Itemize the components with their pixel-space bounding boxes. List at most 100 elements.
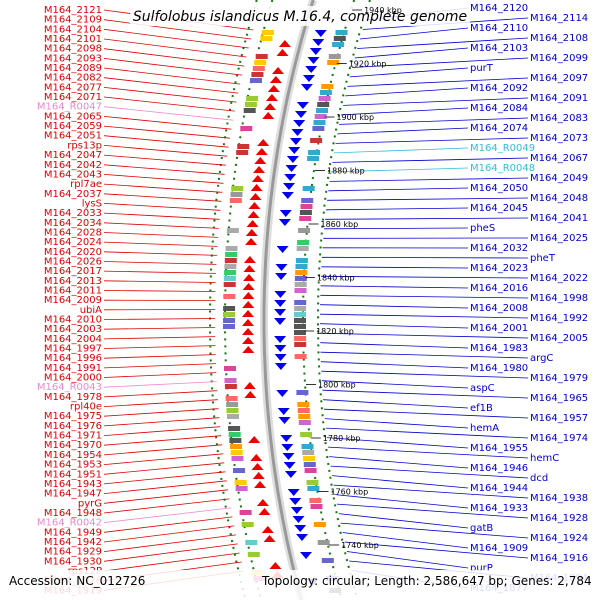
label-leader-line bbox=[103, 48, 245, 67]
forward-strand-gene-arrow bbox=[294, 525, 307, 532]
gene-label-left: M164_1953 bbox=[44, 460, 102, 471]
genome-summary-text: Topology: circular; Length: 2,586,647 bp… bbox=[262, 574, 592, 588]
gene-label-left: M164_R0047 bbox=[37, 102, 102, 113]
forward-strand-gene-arrow bbox=[296, 102, 309, 109]
feature-block bbox=[237, 144, 250, 149]
reverse-strand-gene-arrow bbox=[243, 256, 256, 263]
gene-label-left: pyrG bbox=[78, 498, 102, 509]
feature-block bbox=[303, 456, 315, 461]
label-leader-line bbox=[103, 193, 222, 202]
feature-block bbox=[294, 288, 307, 293]
gene-label-left: M164_2024 bbox=[44, 237, 102, 248]
gene-label-left: M164_2071 bbox=[44, 92, 102, 103]
feature-block bbox=[297, 240, 310, 245]
feature-block bbox=[294, 318, 306, 323]
scale-ticks: 1940 kbp 1920 kbp 1900 kbp 1880 kbp 1860 kbp… bbox=[304, 6, 402, 550]
track-border-dotted bbox=[224, 0, 274, 600]
forward-strand-gene-arrow bbox=[289, 138, 302, 145]
feature-block bbox=[300, 432, 313, 437]
feature-block bbox=[241, 522, 254, 527]
label-leader-line bbox=[103, 327, 216, 330]
label-leader-line bbox=[103, 212, 220, 220]
gene-label-right: M164_2045 bbox=[470, 203, 528, 214]
reverse-strand-gene-arrow bbox=[256, 499, 269, 506]
gene-label-left: M164_2000 bbox=[44, 373, 102, 384]
reverse-strand-gene-arrow bbox=[244, 391, 257, 398]
label-leader-line bbox=[328, 187, 469, 192]
feature-block bbox=[302, 450, 315, 455]
reverse-strand-gene-arrow bbox=[261, 526, 274, 533]
reverse-strand-gene-arrow bbox=[272, 67, 284, 74]
accession-text: Accession: NC_012726 bbox=[9, 574, 146, 588]
kbp-tick-label: 1860 kbp bbox=[321, 220, 359, 229]
feature-block bbox=[296, 390, 309, 395]
label-leader-line bbox=[326, 437, 469, 449]
gene-label-left: M164_2082 bbox=[44, 73, 102, 84]
gene-label-right: M164_2092 bbox=[470, 83, 528, 94]
reverse-strand-gene-arrow bbox=[243, 265, 256, 272]
label-leader-line bbox=[324, 217, 529, 220]
feature-block bbox=[296, 246, 309, 251]
feature-block bbox=[224, 258, 237, 263]
label-leader-line bbox=[332, 475, 469, 489]
label-leader-line bbox=[349, 67, 469, 78]
gene-label-right: M164_2073 bbox=[530, 133, 588, 144]
forward-strand-gene-arrow bbox=[281, 192, 294, 199]
forward-strand-gene-arrow bbox=[274, 363, 287, 370]
label-leader-line bbox=[103, 222, 219, 229]
gene-label-left: M164_2104 bbox=[44, 24, 102, 35]
feature-block bbox=[310, 504, 323, 509]
reverse-strand-gene-arrow bbox=[246, 220, 259, 227]
gene-label-left: M164_2059 bbox=[44, 121, 102, 132]
track-border-dotted bbox=[209, 0, 258, 600]
forward-strand-gene-arrow bbox=[278, 417, 291, 424]
gene-label-right: M164_2120 bbox=[470, 3, 528, 14]
label-leader-line bbox=[322, 389, 529, 399]
label-leader-line bbox=[320, 342, 469, 349]
forward-strand-gene-arrow bbox=[276, 246, 289, 253]
label-leader-line bbox=[103, 280, 216, 283]
gene-label-right: M164_2067 bbox=[530, 153, 588, 164]
reverse-strand-gene-arrow bbox=[248, 436, 261, 443]
label-leader-line bbox=[357, 37, 529, 49]
reverse-strand-gene-arrow bbox=[278, 40, 291, 47]
feature-block bbox=[223, 324, 235, 329]
label-leader-line bbox=[103, 28, 249, 49]
gene-label-right: M164_2048 bbox=[530, 193, 588, 204]
label-leader-line bbox=[103, 251, 217, 256]
gene-label-left: M164_1947 bbox=[44, 489, 102, 500]
label-leader-line bbox=[346, 551, 469, 569]
forward-strand-gene-arrow bbox=[278, 219, 291, 226]
gene-label-left: M164_2013 bbox=[44, 276, 102, 287]
feature-block bbox=[240, 126, 253, 131]
label-leader-line bbox=[103, 390, 218, 398]
reverse-strand-gene-arrow bbox=[252, 472, 265, 479]
label-leader-line bbox=[338, 513, 469, 529]
kbp-tick-label: 1880 kbp bbox=[327, 167, 365, 176]
reverse-strand-gene-arrow bbox=[242, 346, 255, 353]
gene-label-right: M164_1924 bbox=[530, 533, 588, 544]
forward-strand-gene-arrow bbox=[309, 48, 322, 55]
gene-label-left: M164_2003 bbox=[44, 324, 102, 335]
reverse-strand-gene-arrow bbox=[269, 76, 282, 83]
label-leader-line bbox=[103, 552, 240, 572]
feature-block bbox=[294, 282, 307, 287]
gene-label-right: hemA bbox=[470, 423, 499, 434]
forward-strand-gene-arrow bbox=[303, 75, 315, 82]
gene-label-right: M164_1928 bbox=[530, 513, 588, 524]
gene-label-left: M164_2020 bbox=[44, 247, 102, 258]
feature-block bbox=[260, 36, 273, 41]
reverse-strand-gene-arrow bbox=[263, 535, 276, 542]
feature-block bbox=[306, 480, 319, 485]
feature-block bbox=[294, 300, 307, 305]
reverse-strand-gene-arrow bbox=[258, 508, 271, 515]
gene-label-left: M164_1951 bbox=[44, 469, 102, 480]
feature-block bbox=[294, 312, 306, 317]
feature-block bbox=[223, 282, 236, 287]
gene-label-right: M164_2114 bbox=[530, 13, 588, 24]
label-leader-line bbox=[103, 77, 239, 94]
feature-block bbox=[295, 270, 308, 275]
reverse-strand-gene-arrow bbox=[249, 193, 262, 200]
label-leader-line bbox=[345, 87, 469, 97]
label-leader-line bbox=[325, 207, 469, 211]
